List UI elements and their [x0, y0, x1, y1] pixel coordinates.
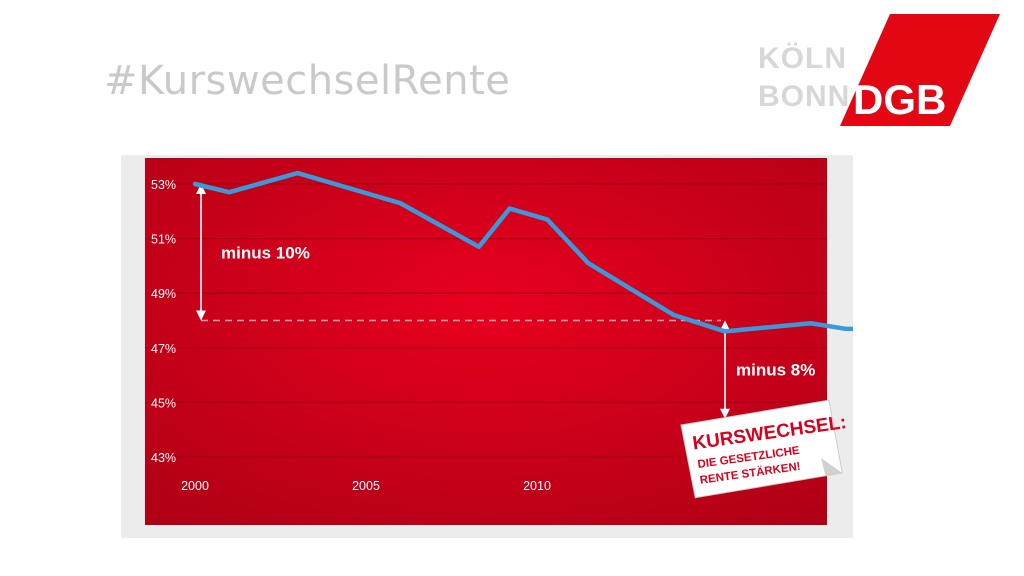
kurswechsel-badge: KURSWECHSEL: DIE GESETZLICHE RENTE STÄRK… — [680, 399, 848, 499]
y-tick-label: 45% — [151, 396, 176, 410]
logo-city-koeln: KÖLN — [758, 42, 847, 75]
arrow-minus-8 — [720, 320, 730, 419]
dgb-logo: KÖLN BONN DGB — [750, 14, 1002, 126]
arrow-minus-10 — [196, 184, 206, 321]
y-tick-label: 51% — [151, 233, 176, 247]
series-layer — [192, 170, 853, 334]
y-tick-label: 53% — [151, 178, 176, 192]
y-tick-label: 49% — [151, 287, 176, 301]
y-tick-label: 47% — [151, 342, 176, 356]
pension-level-chart: 43%45%47%49%51%53% 200020052010201520202… — [145, 158, 853, 525]
x-tick-label: 2000 — [181, 479, 209, 493]
x-tick-label: 2010 — [523, 479, 551, 493]
chart-grid — [145, 183, 827, 458]
series-line — [192, 170, 853, 334]
y-tick-label: 43% — [151, 451, 176, 465]
y-axis-ticks: 43% 45% 47% 49% 51% 53% — [151, 178, 176, 465]
difference-arrows — [196, 184, 730, 419]
logo-brand-text: DGB — [853, 76, 946, 123]
slide-title: #KurswechselRente — [104, 58, 511, 104]
chart-frame: 43%45%47%49%51%53% 200020052010201520202… — [121, 155, 853, 538]
x-tick-label: 2005 — [352, 479, 380, 493]
annotation-minus-10: minus 10% — [221, 243, 310, 262]
logo-city-bonn: BONN — [758, 80, 851, 113]
dgb-logo-mark: DGB — [840, 14, 1000, 126]
annotation-minus-8: minus 8% — [736, 361, 815, 380]
